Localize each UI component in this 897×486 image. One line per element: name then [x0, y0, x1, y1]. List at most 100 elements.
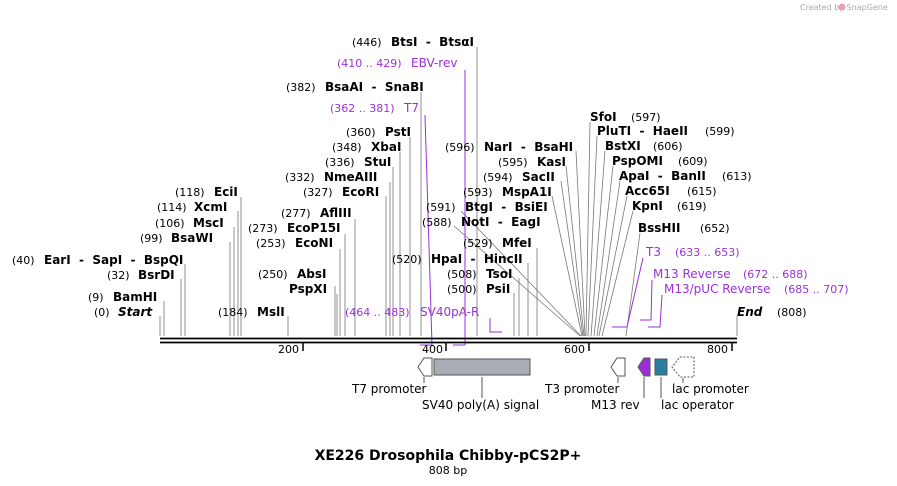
enzyme-name: MslI — [257, 305, 285, 319]
enzyme-name: EciI — [214, 185, 238, 199]
primer-name: T3 — [645, 245, 661, 259]
enzyme-pos: (500) — [447, 283, 477, 296]
start-pos: (0) — [94, 306, 110, 319]
enzyme-name: XcmI — [194, 200, 227, 214]
end-label: End — [737, 305, 763, 319]
enzyme-name: Acc65I — [625, 184, 670, 198]
enzyme-name: EcoRI — [342, 185, 379, 199]
primer-name: T7 — [403, 101, 419, 115]
enzyme-pos: (652) — [700, 222, 730, 235]
enzyme-pos: (606) — [653, 140, 683, 153]
lac-operator-box — [654, 358, 668, 376]
snapgene-logo-icon — [838, 3, 846, 11]
enzyme-pos: (529) — [463, 237, 493, 250]
enzyme-pos: (360) — [346, 126, 376, 139]
enzyme-name: BamHI — [113, 290, 157, 304]
enzyme-pos: (520) — [392, 253, 422, 266]
enzyme-pos: (32) — [107, 269, 130, 282]
enzyme-pos: (591) — [426, 201, 456, 214]
enzyme-name: BssHII — [638, 221, 680, 235]
enzyme-name: MfeI — [502, 236, 532, 250]
enzyme-name: AflIII — [320, 206, 352, 220]
enzyme-pos: (596) — [445, 141, 475, 154]
enzyme-pos: (99) — [140, 232, 163, 245]
dna-backbone — [160, 337, 737, 344]
end-pos: (808) — [777, 306, 807, 319]
primer-range: (464 .. 483) — [345, 306, 410, 319]
start-label: Start — [118, 305, 153, 319]
enzyme-pos: (613) — [722, 170, 752, 183]
enzyme-pos: (597) — [631, 111, 661, 124]
m13-rev-label: M13 rev — [591, 398, 640, 412]
t3-promoter-arrow — [610, 357, 626, 377]
enzyme-pos: (382) — [286, 81, 316, 94]
enzyme-name: PspXI — [289, 282, 327, 296]
t7-promoter-arrow — [417, 357, 433, 377]
enzyme-name: NmeAIII — [324, 170, 377, 184]
enzyme-pos: (609) — [678, 155, 708, 168]
enzyme-name: KpnI — [632, 199, 663, 213]
enzyme-name: KasI — [537, 155, 566, 169]
enzyme-pos: (446) — [352, 36, 382, 49]
enzyme-name: EarI - SapI - BspQI — [44, 253, 183, 267]
enzyme-pos: (336) — [325, 156, 355, 169]
features: T7 promoter SV40 poly(A) signal T3 promo… — [351, 356, 749, 412]
primer-name: SV40pA-R — [420, 305, 479, 319]
enzyme-name: NotI - EagI — [461, 215, 541, 229]
enzyme-name: TsoI — [486, 267, 512, 281]
enzyme-pos: (619) — [677, 200, 707, 213]
map-title: XE226 Drosophila Chibby-pCS2P+ — [315, 448, 582, 464]
enzyme-pos: (277) — [281, 207, 311, 220]
enzyme-pos: (327) — [303, 186, 333, 199]
primer-range: (685 .. 707) — [784, 283, 849, 296]
primer-range: (672 .. 688) — [743, 268, 808, 281]
tick-label: 200 — [278, 343, 299, 356]
enzyme-pos: (508) — [447, 268, 477, 281]
tick-label: 400 — [422, 343, 443, 356]
t7-promoter-label: T7 promoter — [351, 382, 427, 396]
cut-lines — [159, 47, 738, 337]
enzyme-name: EcoP15I — [287, 221, 341, 235]
enzyme-pos: (595) — [498, 156, 528, 169]
m13-rev-arrow — [637, 357, 651, 377]
enzyme-name: BsaWI — [171, 231, 213, 245]
scale-ticks: 200 400 600 800 — [278, 342, 733, 356]
enzyme-pos: (9) — [88, 291, 104, 304]
enzyme-pos: (40) — [12, 254, 35, 267]
enzyme-pos: (253) — [256, 237, 286, 250]
enzyme-name: ApaI - BanII — [619, 169, 706, 183]
sv40-polya-box — [433, 358, 531, 376]
lac-promoter-arrow — [671, 356, 695, 378]
enzyme-name: HpaI - HincII — [431, 252, 523, 266]
enzyme-pos: (250) — [258, 268, 288, 281]
enzyme-name: MspA1I — [502, 185, 552, 199]
enzyme-name: MscI — [193, 216, 224, 230]
primer-range: (410 .. 429) — [337, 57, 402, 70]
enzyme-pos: (332) — [285, 171, 315, 184]
enzyme-name: StuI — [364, 155, 391, 169]
enzyme-name: EcoNI — [295, 236, 333, 250]
tick-label: 600 — [564, 343, 585, 356]
map-subtitle: 808 bp — [429, 464, 467, 477]
enzyme-name: BsaAI - SnaBI — [325, 80, 424, 94]
enzyme-name: PstI — [385, 125, 411, 139]
t3-promoter-label: T3 promoter — [544, 382, 620, 396]
enzyme-name: BtgI - BsiEI — [465, 200, 548, 214]
enzyme-labels: (9) BamHI (32) BsrDI (40) EarI - SapI - … — [12, 35, 752, 319]
enzyme-pos: (114) — [157, 201, 187, 214]
primer-name: EBV-rev — [411, 56, 457, 70]
enzyme-pos: (594) — [483, 171, 513, 184]
primer-labels: (410 .. 429) EBV-rev (362 .. 381) T7 (46… — [330, 56, 849, 319]
primer-pointers — [420, 70, 663, 346]
tick-label: 800 — [707, 343, 728, 356]
enzyme-name: SfoI — [590, 110, 617, 124]
primer-range: (362 .. 381) — [330, 102, 395, 115]
enzyme-pos: (273) — [248, 222, 278, 235]
lac-promoter-label: lac promoter — [672, 382, 749, 396]
enzyme-name: BstXI — [605, 139, 641, 153]
enzyme-pos: (184) — [218, 306, 248, 319]
enzyme-pos: (588) — [422, 216, 452, 229]
primer-name: M13 Reverse — [653, 267, 731, 281]
primer-name: M13/pUC Reverse — [664, 282, 771, 296]
